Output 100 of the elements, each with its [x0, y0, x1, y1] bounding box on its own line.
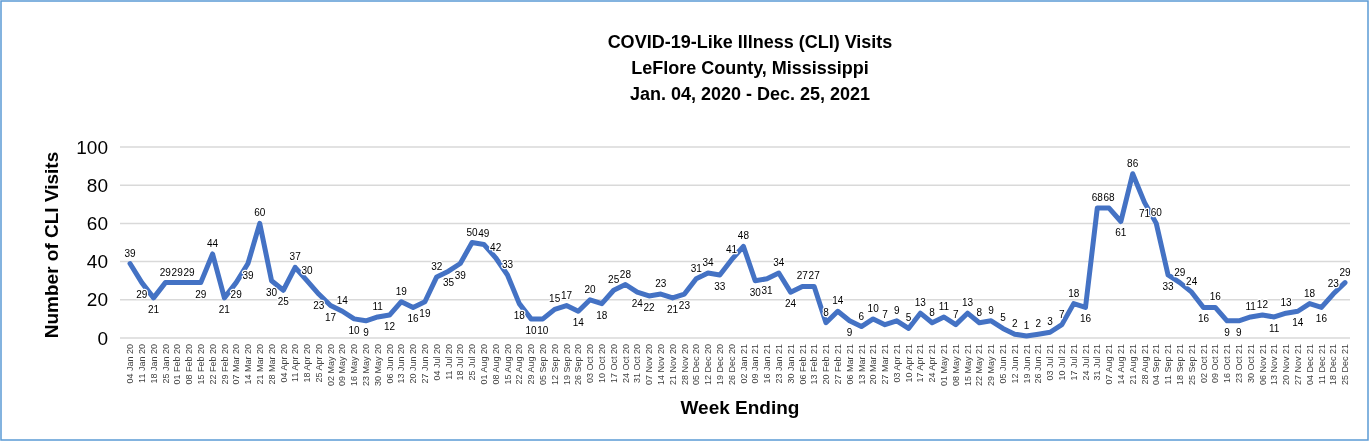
data-label: 28 [619, 268, 632, 280]
data-label: 24 [1186, 276, 1198, 288]
x-tick-label: 21 Nov 20 [667, 344, 678, 386]
x-tick-label: 19 Jun 21 [1021, 344, 1032, 384]
data-label: 1 [1023, 320, 1030, 332]
x-tick-label: 05 Dec 20 [691, 344, 702, 386]
data-label: 18 [1304, 287, 1316, 299]
x-axis-title: Week Ending [680, 397, 800, 418]
data-label: 14 [832, 295, 844, 307]
data-label: 24 [785, 298, 797, 310]
data-label: 3 [1047, 316, 1054, 328]
x-tick-label: 08 Feb 20 [184, 344, 195, 385]
data-label: 27 [808, 270, 821, 282]
x-tick-label: 04 Jan 20 [125, 344, 136, 384]
x-tick-label: 16 Oct 21 [1222, 344, 1233, 384]
x-tick-label: 03 Apr 21 [891, 344, 902, 383]
x-tick-label: 26 Jun 21 [1033, 344, 1044, 384]
data-label: 50 [466, 226, 479, 238]
data-label: 30 [265, 286, 278, 298]
x-tick-label: 23 Jan 21 [773, 344, 784, 384]
x-tick-label: 25 Apr 20 [313, 344, 324, 383]
data-label: 29 [1174, 266, 1186, 278]
data-label: 2 [1011, 318, 1018, 330]
x-tick-label: 10 Apr 21 [903, 344, 914, 383]
data-label: 22 [643, 301, 656, 313]
data-label: 31 [761, 284, 773, 296]
x-tick-label: 07 Mar 20 [231, 344, 242, 385]
data-label: 35 [442, 277, 455, 289]
data-label: 33 [1162, 280, 1175, 292]
data-label: 11 [1269, 322, 1280, 334]
data-label: 17 [324, 311, 337, 323]
x-tick-label: 04 Jul 20 [431, 344, 442, 381]
x-tick-label: 12 Dec 20 [703, 344, 714, 386]
data-label: 16 [1079, 313, 1092, 325]
x-tick-label: 25 Dec 21 [1340, 344, 1351, 386]
chart-title: COVID-19-Like Illness (CLI) Visits LeFlore County, Mississippi Jan. 04, 2020 - Dec. 25, 2021 [607, 32, 893, 104]
x-tick-label: 18 Apr 20 [302, 344, 313, 383]
y-tick-label: 0 [97, 327, 108, 349]
x-tick-label: 12 Jun 21 [1009, 344, 1020, 384]
data-label: 39 [242, 269, 254, 281]
data-label: 5 [905, 312, 912, 324]
y-tick-label: 60 [86, 213, 108, 235]
data-label: 9 [363, 326, 370, 338]
x-tick-label: 04 Dec 21 [1304, 344, 1315, 386]
x-tick-label: 10 Oct 20 [596, 344, 607, 384]
data-label: 39 [124, 247, 136, 259]
y-axis-title: Number of CLI Visits [41, 151, 62, 339]
x-tick-label: 18 Sep 21 [1175, 344, 1185, 386]
data-label: 19 [419, 307, 431, 319]
x-tick-label: 29 Aug 20 [526, 344, 537, 385]
x-tick-label: 19 Dec 20 [714, 344, 725, 386]
x-tick-label: 08 May 21 [950, 344, 961, 387]
x-tick-label: 26 Dec 20 [726, 344, 737, 386]
x-tick-label: 20 Mar 21 [868, 344, 879, 385]
data-label: 10 [525, 324, 538, 336]
data-label: 2 [1035, 318, 1042, 330]
data-label: 19 [395, 285, 408, 297]
data-label: 9 [1224, 326, 1231, 338]
data-label: 25 [608, 274, 620, 286]
x-tick-label: 30 Oct 21 [1245, 344, 1256, 384]
x-tick-label: 27 Jun 20 [420, 344, 431, 384]
data-label: 5 [1000, 312, 1007, 324]
data-label: 18 [1068, 287, 1080, 299]
x-tick-label: 25 Jan 20 [160, 344, 171, 384]
data-label: 23 [678, 300, 691, 312]
x-tick-label: 11 Apr 20 [290, 344, 301, 382]
data-label: 68 [1091, 192, 1104, 204]
data-label: 49 [478, 228, 490, 240]
data-label: 9 [988, 304, 995, 316]
data-label: 24 [631, 298, 644, 310]
data-label: 13 [961, 297, 974, 309]
x-tick-label: 03 Jul 21 [1045, 344, 1056, 381]
x-tick-label: 31 Jul 21 [1092, 344, 1103, 381]
data-label: 23 [313, 300, 325, 312]
data-label: 23 [655, 278, 667, 290]
data-label: 30 [301, 264, 313, 276]
x-tick-label: 27 Feb 21 [832, 344, 843, 385]
data-label: 29 [183, 266, 195, 278]
data-label: 30 [749, 286, 762, 298]
x-tick-label: 15 Aug 20 [502, 344, 513, 385]
x-tick-label: 25 Jul 20 [467, 344, 478, 381]
data-label: 71 [1138, 208, 1151, 220]
x-tick-label: 18 Jan 20 [148, 344, 159, 384]
x-tick-label: 15 Feb 20 [195, 344, 206, 385]
data-label: 31 [690, 262, 703, 274]
x-tick-label: 16 May 20 [349, 344, 360, 387]
x-tick-label: 21 Mar 20 [254, 344, 265, 385]
data-label: 9 [846, 326, 853, 338]
x-tick-label: 22 Aug 20 [514, 344, 525, 385]
data-label: 14 [572, 317, 585, 329]
data-label: 48 [737, 230, 750, 242]
y-tick-label: 80 [86, 174, 108, 196]
y-tick-label: 20 [86, 289, 108, 311]
x-tick-label: 14 Aug 21 [1116, 344, 1127, 385]
x-tick-label: 07 Aug 21 [1104, 344, 1115, 385]
data-label: 44 [207, 237, 219, 249]
x-tick-label: 30 May 20 [372, 344, 383, 387]
x-tick-label: 08 Aug 20 [490, 344, 501, 385]
x-tick-label: 24 Oct 20 [620, 344, 631, 384]
x-tick-label: 04 Sep 21 [1151, 344, 1162, 386]
